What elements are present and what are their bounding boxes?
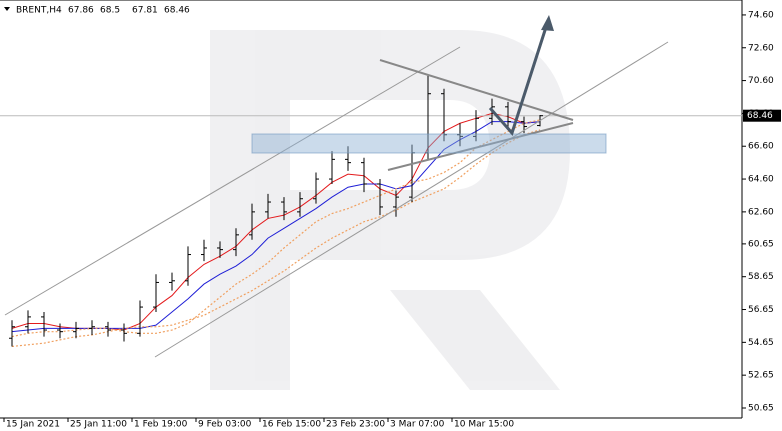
x-tick-label: 3 Mar 07:00 xyxy=(390,420,445,430)
y-tick-label: 74.60 xyxy=(748,10,774,20)
price-label: 68.46 xyxy=(747,111,773,121)
price-box xyxy=(743,109,781,122)
x-tick-label: 25 Jan 11:00 xyxy=(70,420,127,430)
title-value: 68.5 xyxy=(100,6,120,16)
triangle-upper xyxy=(379,59,574,121)
y-tick-label: 56.65 xyxy=(748,305,774,315)
chart-title: BRENT,H4 xyxy=(16,6,62,16)
channel-lower xyxy=(154,41,669,358)
y-tick-label: 66.60 xyxy=(748,142,774,152)
y-tick-label: 58.65 xyxy=(748,272,774,282)
y-tick-label: 54.65 xyxy=(748,338,774,348)
y-tick-label: 50.65 xyxy=(748,403,774,413)
cloud-line xyxy=(11,119,541,338)
title-value: 67.81 xyxy=(132,6,158,16)
x-tick-label: 1 Feb 19:00 xyxy=(134,420,188,430)
watermark xyxy=(210,30,570,390)
y-tick-label: 72.60 xyxy=(748,43,774,53)
y-tick-label: 64.60 xyxy=(748,175,774,185)
annotations xyxy=(4,15,669,358)
forecast-arrow xyxy=(488,23,549,136)
title-value: 68.46 xyxy=(164,6,190,16)
triangle-lower xyxy=(387,122,574,171)
y-tick-label: 60.65 xyxy=(748,239,774,249)
y-tick-label: 70.60 xyxy=(748,76,774,86)
x-tick-label: 23 Feb 23:00 xyxy=(326,420,385,430)
x-tick-label: 15 Jan 2021 xyxy=(6,420,60,430)
y-tick-label: 52.65 xyxy=(748,371,774,381)
x-tick-label: 10 Mar 15:00 xyxy=(454,420,514,430)
symbol-marker xyxy=(4,7,10,11)
cloud-line xyxy=(11,129,541,348)
support-zone xyxy=(251,133,607,154)
title-value: 67.86 xyxy=(68,6,94,16)
arrow-head xyxy=(541,15,554,31)
x-tick-label: 16 Feb 15:00 xyxy=(262,420,321,430)
plot xyxy=(0,75,742,348)
y-tick-label: 62.60 xyxy=(748,207,774,217)
x-tick-label: 9 Feb 03:00 xyxy=(198,420,252,430)
channel-upper xyxy=(4,46,461,316)
